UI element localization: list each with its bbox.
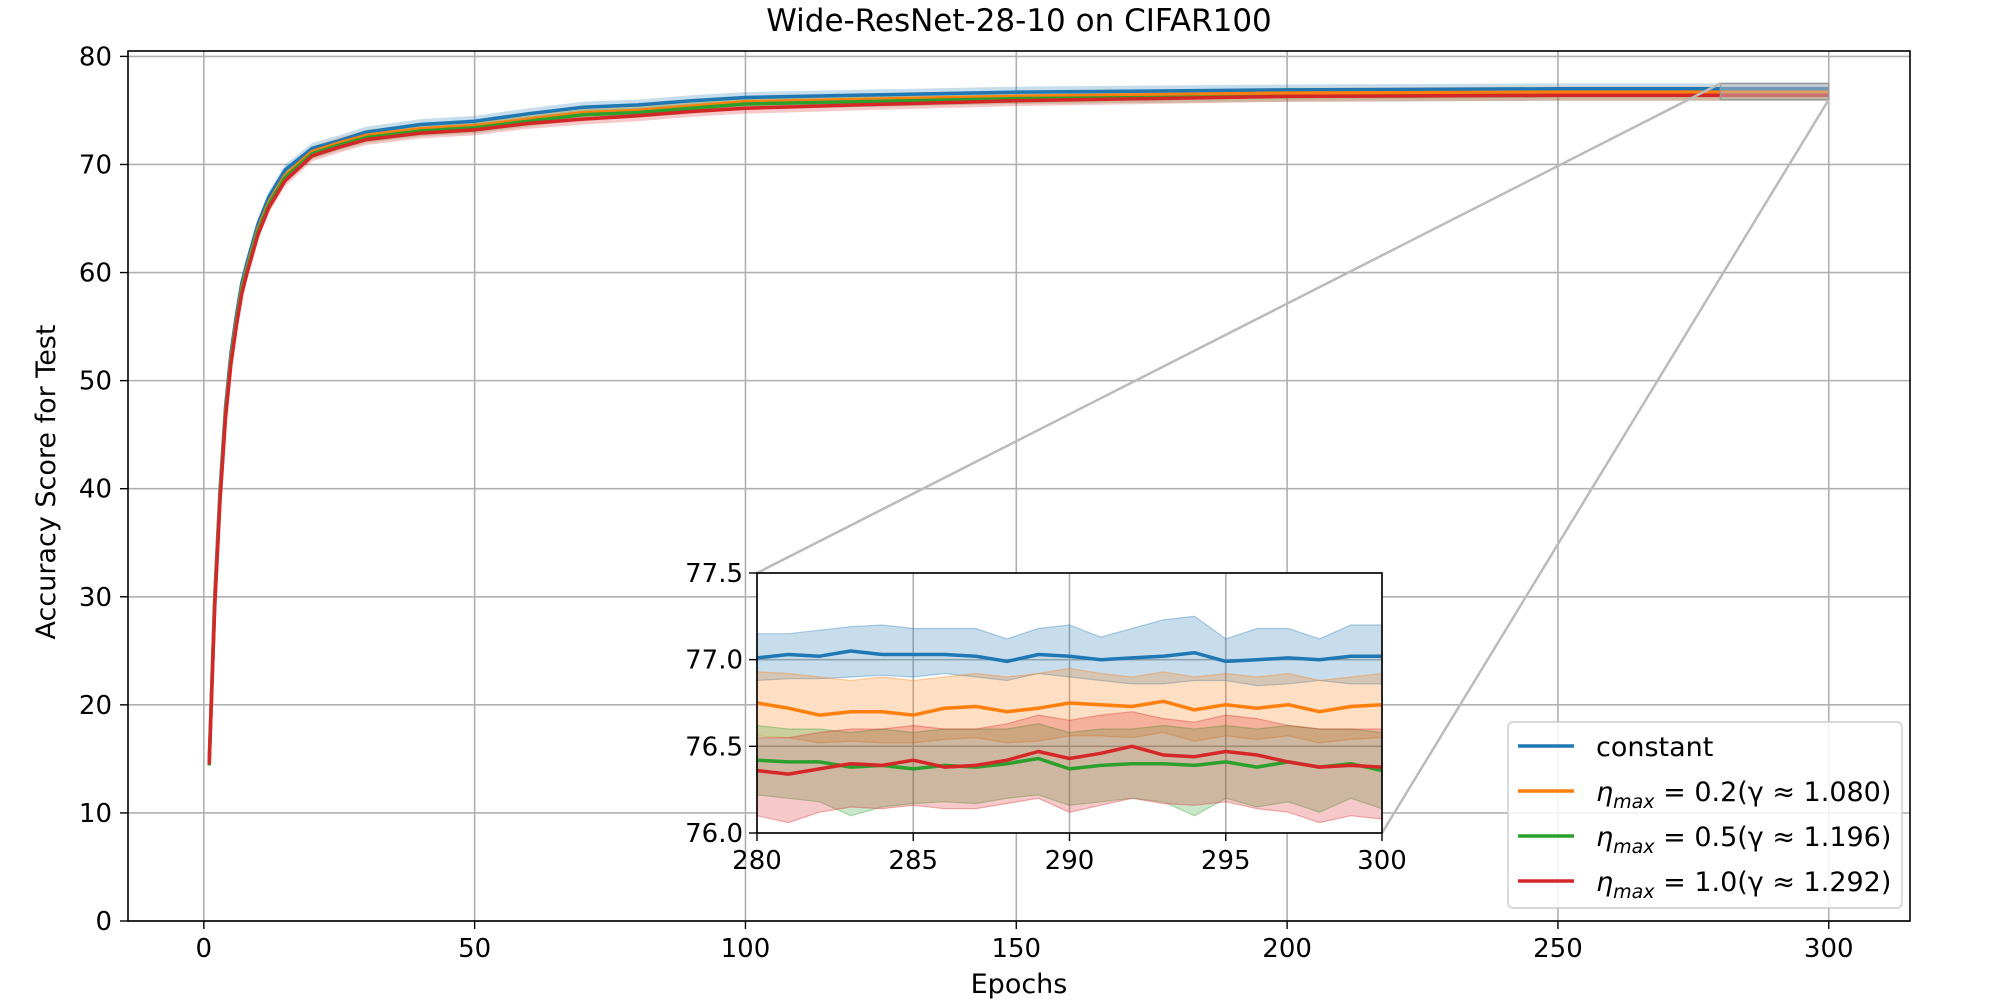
y-axis-ticks: 0 10 20 30 40 50 60 70 80 — [79, 42, 128, 937]
y-tick-label: 10 — [79, 799, 112, 829]
zoom-connector-line — [757, 83, 1720, 573]
x-tick-label: 100 — [721, 934, 771, 964]
inset-y-tick-label: 76.5 — [685, 732, 743, 762]
inset-x-tick-label: 290 — [1045, 846, 1095, 876]
y-tick-label: 60 — [79, 259, 112, 289]
y-tick-label: 30 — [79, 583, 112, 613]
x-tick-label: 50 — [458, 934, 491, 964]
inset-x-tick-label: 295 — [1201, 846, 1251, 876]
inset-y-tick-label: 77.0 — [685, 646, 743, 676]
inset-x-tick-label: 285 — [888, 846, 938, 876]
inset-y-tick-label: 77.5 — [685, 559, 743, 589]
y-tick-label: 20 — [79, 691, 112, 721]
y-tick-label: 70 — [79, 150, 112, 180]
x-tick-label: 200 — [1262, 934, 1312, 964]
inset-y-tick-label: 76.0 — [685, 819, 743, 849]
x-axis-label: Epochs — [971, 969, 1068, 1000]
zoom-inset: 280 285 290 295 300 76.0 76.5 77.0 77.5 — [685, 559, 1407, 876]
legend: constantηmax = 0.2(γ ≈ 1.080)ηmax = 0.5(… — [1508, 722, 1902, 908]
chart-title: Wide-ResNet-28-10 on CIFAR100 — [766, 3, 1272, 39]
x-tick-label: 250 — [1533, 934, 1583, 964]
legend-label-constant: constant — [1596, 732, 1713, 763]
y-tick-label: 0 — [95, 907, 112, 937]
y-tick-label: 40 — [79, 475, 112, 505]
y-tick-label: 80 — [79, 42, 112, 72]
inset-x-tick-label: 280 — [732, 846, 782, 876]
x-tick-label: 150 — [991, 934, 1041, 964]
x-tick-label: 300 — [1804, 934, 1854, 964]
x-tick-label: 0 — [196, 934, 213, 964]
inset-x-tick-label: 300 — [1357, 846, 1407, 876]
y-tick-label: 50 — [79, 367, 112, 397]
y-axis-label: Accuracy Score for Test — [31, 325, 62, 640]
x-axis-ticks: 0 50 100 150 200 250 300 — [196, 921, 1854, 964]
zoom-region — [1720, 83, 1828, 99]
